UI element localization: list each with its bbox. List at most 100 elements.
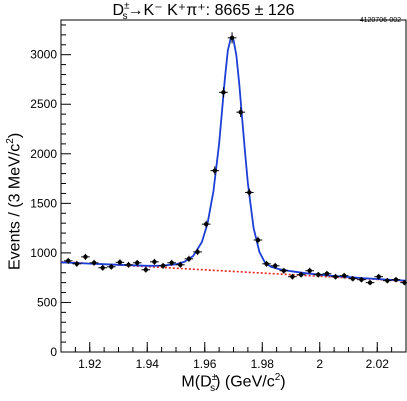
data-marker [178,262,183,267]
data-point [184,255,194,262]
data-point [158,262,168,269]
data-marker [307,268,312,273]
data-marker [109,264,114,269]
data-marker [393,277,399,282]
data-marker [238,109,243,115]
data-marker [169,260,174,266]
plot-frame [60,19,407,353]
x-tick-label: 1.94 [136,357,160,371]
data-point [339,272,349,279]
data-marker [160,263,166,268]
y-tick-marks: 0 500 1000 1500 2000 2500 3000 [30,24,71,359]
data-point [305,267,314,274]
x-tick-label: 2.02 [366,357,390,371]
data-marker [272,263,278,268]
data-point [288,273,297,280]
data-marker [203,221,209,227]
y-tick-label: 1000 [30,246,57,260]
data-marker [100,265,105,270]
x-tick-label: 1.96 [193,357,217,371]
data-point [89,259,99,266]
data-marker [83,254,88,260]
data-point [150,258,159,265]
x-tick-marks: 1.92 1.94 1.96 1.98 2 2.02 [60,342,407,371]
y-tick-label: 3000 [30,48,57,62]
data-marker [91,260,97,266]
figure-id: 4120706-002 [359,17,401,24]
data-point [314,271,323,278]
data-marker [376,274,381,279]
data-point [124,261,133,268]
data-marker [143,267,149,272]
data-point [400,280,407,286]
data-marker [290,274,295,279]
data-point [245,188,254,197]
data-marker [186,256,192,262]
data-point [391,276,401,283]
data-point [81,253,90,260]
data-points-group [63,32,407,286]
y-tick-label: 2500 [30,97,57,111]
data-marker [74,261,80,266]
data-marker [221,90,226,95]
data-marker [247,190,252,195]
data-marker [134,260,140,266]
data-point [193,248,202,256]
data-marker [333,274,338,279]
data-marker [126,262,131,267]
data-point [270,262,280,269]
data-marker [117,260,123,265]
data-marker [341,273,347,278]
data-point [167,259,176,266]
data-point [348,275,358,282]
data-point [107,263,116,270]
data-point [296,271,306,278]
data-marker [324,271,330,276]
data-point [115,259,125,266]
axes-frame [60,19,407,353]
data-point [219,87,228,98]
data-marker [281,268,287,273]
total-fit-group [60,37,407,282]
data-point [201,220,211,228]
data-marker [264,261,269,266]
data-point [236,107,245,118]
y-tick-label: 1500 [30,196,57,210]
data-point [322,270,332,277]
data-point [72,260,82,267]
y-tick-label: 0 [50,345,57,359]
data-marker [298,272,304,277]
data-marker [255,237,261,243]
x-tick-label: 2 [316,357,323,371]
data-marker [385,278,390,283]
data-point [132,259,142,266]
data-point [63,257,73,264]
data-point [141,266,151,273]
total-fit-curve [60,37,407,282]
data-point [98,264,107,271]
data-point [227,32,237,44]
data-marker [350,276,356,281]
data-point [253,236,263,244]
data-point [262,260,271,267]
y-axis-label: Events / (3 MeV/c2) [5,132,24,270]
data-marker [367,280,373,285]
chart-title: D±s→K⁻ K⁺π⁺: 8665 ± 126 [112,0,295,23]
data-marker [212,168,218,173]
data-point [210,166,220,175]
data-point [176,261,185,268]
data-point [279,267,289,274]
data-point [357,276,366,283]
y-tick-label: 2000 [30,147,57,161]
data-marker [359,277,364,282]
y-tick-label: 500 [37,295,57,309]
data-point [365,280,375,286]
x-tick-label: 1.98 [251,357,275,371]
x-axis-label: M(D±s) (GeV/c2) [181,372,286,394]
data-marker [316,272,321,277]
data-point [374,273,383,280]
data-point [383,277,392,284]
x-tick-label: 1.92 [78,357,102,371]
data-marker [195,249,200,255]
